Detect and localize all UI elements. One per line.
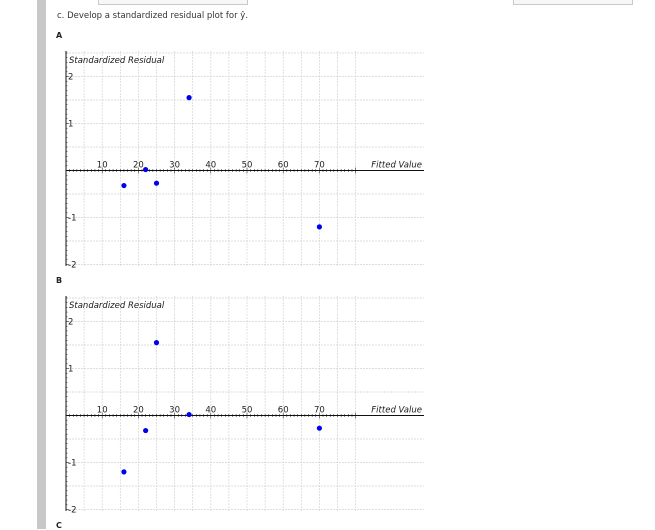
question-text: c. Develop a standardized residual plot … (57, 11, 249, 21)
page-scroll-gutter (37, 0, 46, 529)
y-tick-label: -2 (68, 261, 76, 271)
data-point (143, 427, 149, 434)
y-tick-label: -1 (68, 459, 76, 469)
option-label-c[interactable]: C (56, 521, 62, 530)
y-tick-label: 2 (68, 318, 73, 328)
x-tick-label: 50 (242, 161, 253, 171)
x-tick-label: 70 (314, 161, 325, 171)
option-label-b[interactable]: B (56, 276, 63, 285)
data-point (316, 425, 322, 431)
x-axis-title: Fitted Value (371, 161, 422, 171)
x-tick-label: 60 (278, 406, 289, 416)
top-tab-right[interactable] (513, 0, 633, 5)
y-axis-title: Standardized Residual (69, 301, 165, 311)
x-tick-label: 10 (97, 161, 108, 171)
x-tick-label: 30 (169, 406, 180, 416)
y-tick-label: -2 (68, 506, 76, 516)
x-axis-title: Fitted Value (371, 406, 422, 416)
plot-svg: 10 20 30 40 50 60 70 -2 -1 1 2 Standardized Residua… (65, 296, 424, 516)
x-tick-label: 40 (205, 161, 216, 171)
x-tick-label: 50 (242, 406, 253, 416)
y-tick-label: 1 (68, 120, 73, 130)
data-point (153, 340, 160, 346)
data-point (316, 224, 322, 230)
residual-plot-a[interactable]: 10 20 30 40 50 60 70 -2 -1 1 2 Standardized Residua… (64, 49, 426, 271)
top-tab-left[interactable] (98, 0, 248, 5)
option-label-a[interactable]: A (56, 31, 63, 40)
y-tick-label: 1 (68, 365, 73, 375)
residual-plot-b[interactable]: 10 20 30 40 50 60 70 -2 -1 1 2 Standardized Residua… (64, 294, 426, 516)
data-point (186, 411, 192, 418)
x-tick-label: 10 (97, 406, 108, 416)
data-point (153, 180, 160, 186)
y-axis-title: Standardized Residual (69, 56, 165, 66)
x-tick-label: 60 (278, 161, 289, 171)
y-tick-label: -1 (68, 214, 76, 224)
plot-svg: 10 20 30 40 50 60 70 -2 -1 1 2 Standardized Residua… (65, 51, 424, 271)
data-point (143, 166, 149, 173)
data-point (186, 95, 192, 101)
x-tick-label: 20 (133, 161, 144, 171)
y-tick-label: 2 (68, 73, 73, 83)
x-tick-label: 30 (169, 161, 180, 171)
x-tick-label: 40 (205, 406, 216, 416)
x-tick-label: 70 (314, 406, 325, 416)
x-tick-label: 20 (133, 406, 144, 416)
data-point (121, 182, 127, 189)
data-point (121, 469, 127, 475)
